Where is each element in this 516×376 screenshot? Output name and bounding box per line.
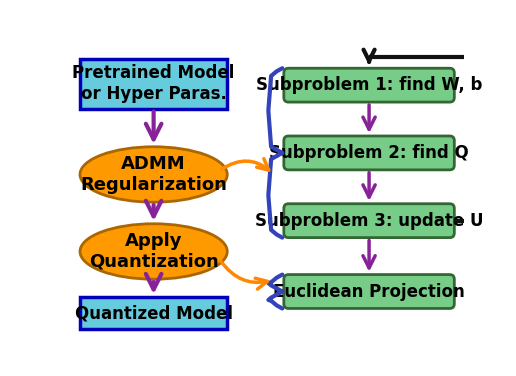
Text: Subproblem 3: update U: Subproblem 3: update U: [255, 212, 483, 230]
Text: ADMM
Regularization: ADMM Regularization: [80, 155, 227, 194]
Ellipse shape: [80, 224, 227, 279]
FancyBboxPatch shape: [80, 297, 227, 329]
Text: Apply
Quantization: Apply Quantization: [89, 232, 218, 271]
FancyBboxPatch shape: [284, 274, 454, 308]
Text: Subproblem 2: find Q: Subproblem 2: find Q: [269, 144, 469, 162]
FancyBboxPatch shape: [284, 204, 454, 238]
Text: Subproblem 1: find W, b: Subproblem 1: find W, b: [256, 76, 482, 94]
FancyBboxPatch shape: [80, 59, 227, 109]
Text: Euclidean Projection: Euclidean Projection: [273, 282, 465, 300]
FancyBboxPatch shape: [284, 136, 454, 170]
Ellipse shape: [80, 147, 227, 202]
Text: Pretrained Model
or Hyper Paras.: Pretrained Model or Hyper Paras.: [72, 64, 235, 103]
Text: Quantized Model: Quantized Model: [75, 304, 233, 322]
FancyBboxPatch shape: [284, 68, 454, 102]
